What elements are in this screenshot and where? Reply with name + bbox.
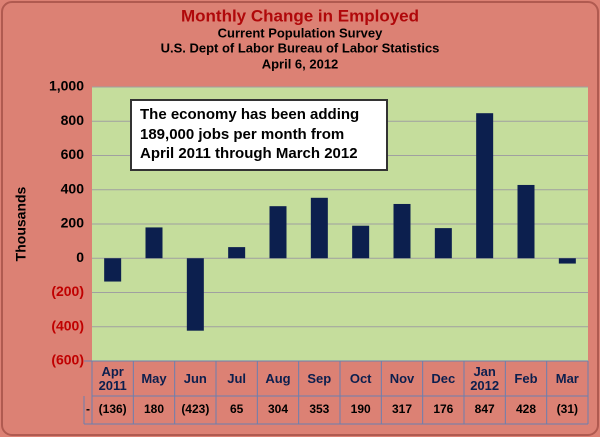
value-label: 190 xyxy=(351,402,371,416)
y-tick-label: (200) xyxy=(51,283,84,299)
value-label: 304 xyxy=(268,402,288,416)
value-label: (31) xyxy=(557,402,578,416)
annotation: The economy has been adding 189,000 jobs… xyxy=(130,99,388,171)
x-tick-label: Feb xyxy=(514,371,538,387)
y-tick-label: 200 xyxy=(61,215,85,231)
y-tick-label: 0 xyxy=(76,249,84,265)
value-label: 847 xyxy=(475,402,495,416)
x-tick-label: Nov xyxy=(389,371,415,387)
bar xyxy=(269,206,287,259)
x-tick-label: Jul xyxy=(227,371,247,387)
bar xyxy=(228,247,246,259)
bar xyxy=(145,227,163,259)
bar xyxy=(517,184,535,259)
x-tick-label: Aug xyxy=(265,371,291,387)
x-tick-label: Mar xyxy=(555,371,579,387)
subtitle: Current Population Survey xyxy=(218,25,383,40)
value-label: 428 xyxy=(516,402,536,416)
bar xyxy=(476,113,494,259)
y-axis-label: Thousands xyxy=(13,186,29,261)
table-row-label: - xyxy=(86,402,90,416)
y-tick-label: (600) xyxy=(51,352,84,368)
x-tick-label: Jun xyxy=(183,371,207,387)
value-label: 65 xyxy=(230,402,244,416)
y-tick-label: (400) xyxy=(51,317,84,333)
bar xyxy=(186,258,204,331)
x-tick-label: Oct xyxy=(349,371,372,387)
y-tick-label: 800 xyxy=(61,112,85,128)
chart-title: Monthly Change in Employed xyxy=(181,6,419,25)
bar xyxy=(434,228,452,259)
y-tick-label: 400 xyxy=(61,180,85,196)
value-label: 176 xyxy=(433,402,453,416)
value-label: 180 xyxy=(144,402,164,416)
x-tick-label: Dec xyxy=(431,371,456,387)
subtitle: April 6, 2012 xyxy=(262,56,339,71)
bar xyxy=(393,203,411,259)
x-tick-label: Sep xyxy=(307,371,332,387)
y-tick-label: 600 xyxy=(61,146,85,162)
value-label: (423) xyxy=(181,402,209,416)
value-label: 353 xyxy=(309,402,329,416)
bar xyxy=(352,225,370,259)
value-label: (136) xyxy=(99,402,127,416)
y-tick-label: 1,000 xyxy=(49,78,84,94)
subtitle: U.S. Dept of Labor Bureau of Labor Stati… xyxy=(161,40,440,55)
x-tick-label: May xyxy=(141,371,167,387)
x-tick-label: Apr 2011 xyxy=(98,364,127,393)
bar xyxy=(558,258,576,264)
x-tick-label: Jan 2012 xyxy=(470,364,500,393)
value-label: 317 xyxy=(392,402,412,416)
bar xyxy=(310,197,328,259)
bar xyxy=(104,258,122,282)
